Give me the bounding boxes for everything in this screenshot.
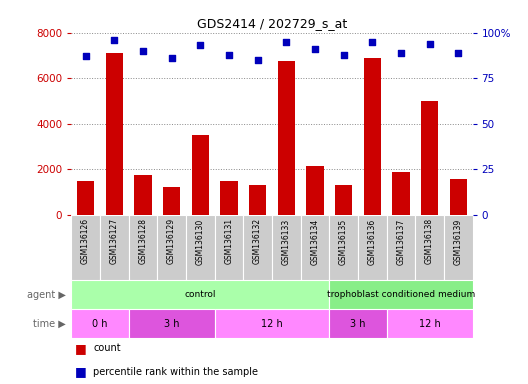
Bar	[421, 101, 438, 215]
Text: trophoblast conditioned medium: trophoblast conditioned medium	[327, 290, 475, 299]
FancyBboxPatch shape	[129, 215, 157, 280]
Bar	[106, 53, 123, 215]
Text: GSM136131: GSM136131	[224, 218, 233, 265]
FancyBboxPatch shape	[157, 215, 186, 280]
Text: 12 h: 12 h	[261, 318, 283, 329]
Text: 0 h: 0 h	[92, 318, 108, 329]
Point	[81, 53, 90, 60]
Text: GSM136133: GSM136133	[282, 218, 291, 265]
Point	[310, 46, 319, 52]
Text: time ▶: time ▶	[33, 318, 66, 329]
Text: control: control	[184, 290, 216, 299]
Point	[454, 50, 463, 56]
Point	[110, 37, 118, 43]
Bar	[192, 135, 209, 215]
Text: GSM136135: GSM136135	[339, 218, 348, 265]
Text: GSM136127: GSM136127	[110, 218, 119, 265]
Bar	[134, 175, 152, 215]
Text: 12 h: 12 h	[419, 318, 440, 329]
Bar	[249, 185, 266, 215]
Bar	[220, 181, 238, 215]
Text: GSM136126: GSM136126	[81, 218, 90, 265]
FancyBboxPatch shape	[71, 280, 329, 309]
Bar	[392, 172, 410, 215]
Bar	[163, 187, 180, 215]
FancyBboxPatch shape	[71, 309, 129, 338]
Text: GSM136137: GSM136137	[397, 218, 406, 265]
Text: ■: ■	[76, 365, 87, 378]
Bar	[278, 61, 295, 215]
Text: GSM136130: GSM136130	[196, 218, 205, 265]
Bar	[335, 185, 352, 215]
FancyBboxPatch shape	[272, 215, 300, 280]
Point	[397, 50, 405, 56]
FancyBboxPatch shape	[329, 215, 358, 280]
Bar	[364, 58, 381, 215]
Point	[253, 57, 262, 63]
Text: GSM136139: GSM136139	[454, 218, 463, 265]
FancyBboxPatch shape	[129, 309, 214, 338]
Title: GDS2414 / 202729_s_at: GDS2414 / 202729_s_at	[197, 17, 347, 30]
FancyBboxPatch shape	[186, 215, 214, 280]
Text: GSM136128: GSM136128	[138, 218, 147, 264]
Bar	[306, 166, 324, 215]
FancyBboxPatch shape	[100, 215, 129, 280]
FancyBboxPatch shape	[386, 309, 473, 338]
Point	[196, 42, 204, 48]
FancyBboxPatch shape	[329, 280, 473, 309]
FancyBboxPatch shape	[214, 215, 243, 280]
Text: 3 h: 3 h	[350, 318, 366, 329]
FancyBboxPatch shape	[415, 215, 444, 280]
Text: count: count	[93, 343, 121, 354]
Point	[426, 40, 434, 46]
FancyBboxPatch shape	[386, 215, 415, 280]
Text: agent ▶: agent ▶	[27, 290, 66, 300]
FancyBboxPatch shape	[71, 215, 100, 280]
FancyBboxPatch shape	[300, 215, 329, 280]
FancyBboxPatch shape	[243, 215, 272, 280]
Text: ■: ■	[76, 342, 87, 355]
FancyBboxPatch shape	[214, 309, 329, 338]
Bar	[77, 181, 94, 215]
Text: 3 h: 3 h	[164, 318, 180, 329]
Point	[340, 51, 348, 58]
Point	[282, 39, 290, 45]
Bar	[450, 179, 467, 215]
Text: GSM136129: GSM136129	[167, 218, 176, 265]
Text: percentile rank within the sample: percentile rank within the sample	[93, 367, 258, 377]
Point	[368, 39, 376, 45]
Text: GSM136138: GSM136138	[425, 218, 434, 265]
Text: GSM136136: GSM136136	[367, 218, 377, 265]
Point	[167, 55, 176, 61]
FancyBboxPatch shape	[329, 309, 386, 338]
Text: GSM136132: GSM136132	[253, 218, 262, 265]
Point	[225, 51, 233, 58]
FancyBboxPatch shape	[358, 215, 386, 280]
FancyBboxPatch shape	[444, 215, 473, 280]
Text: GSM136134: GSM136134	[310, 218, 319, 265]
Point	[139, 48, 147, 54]
